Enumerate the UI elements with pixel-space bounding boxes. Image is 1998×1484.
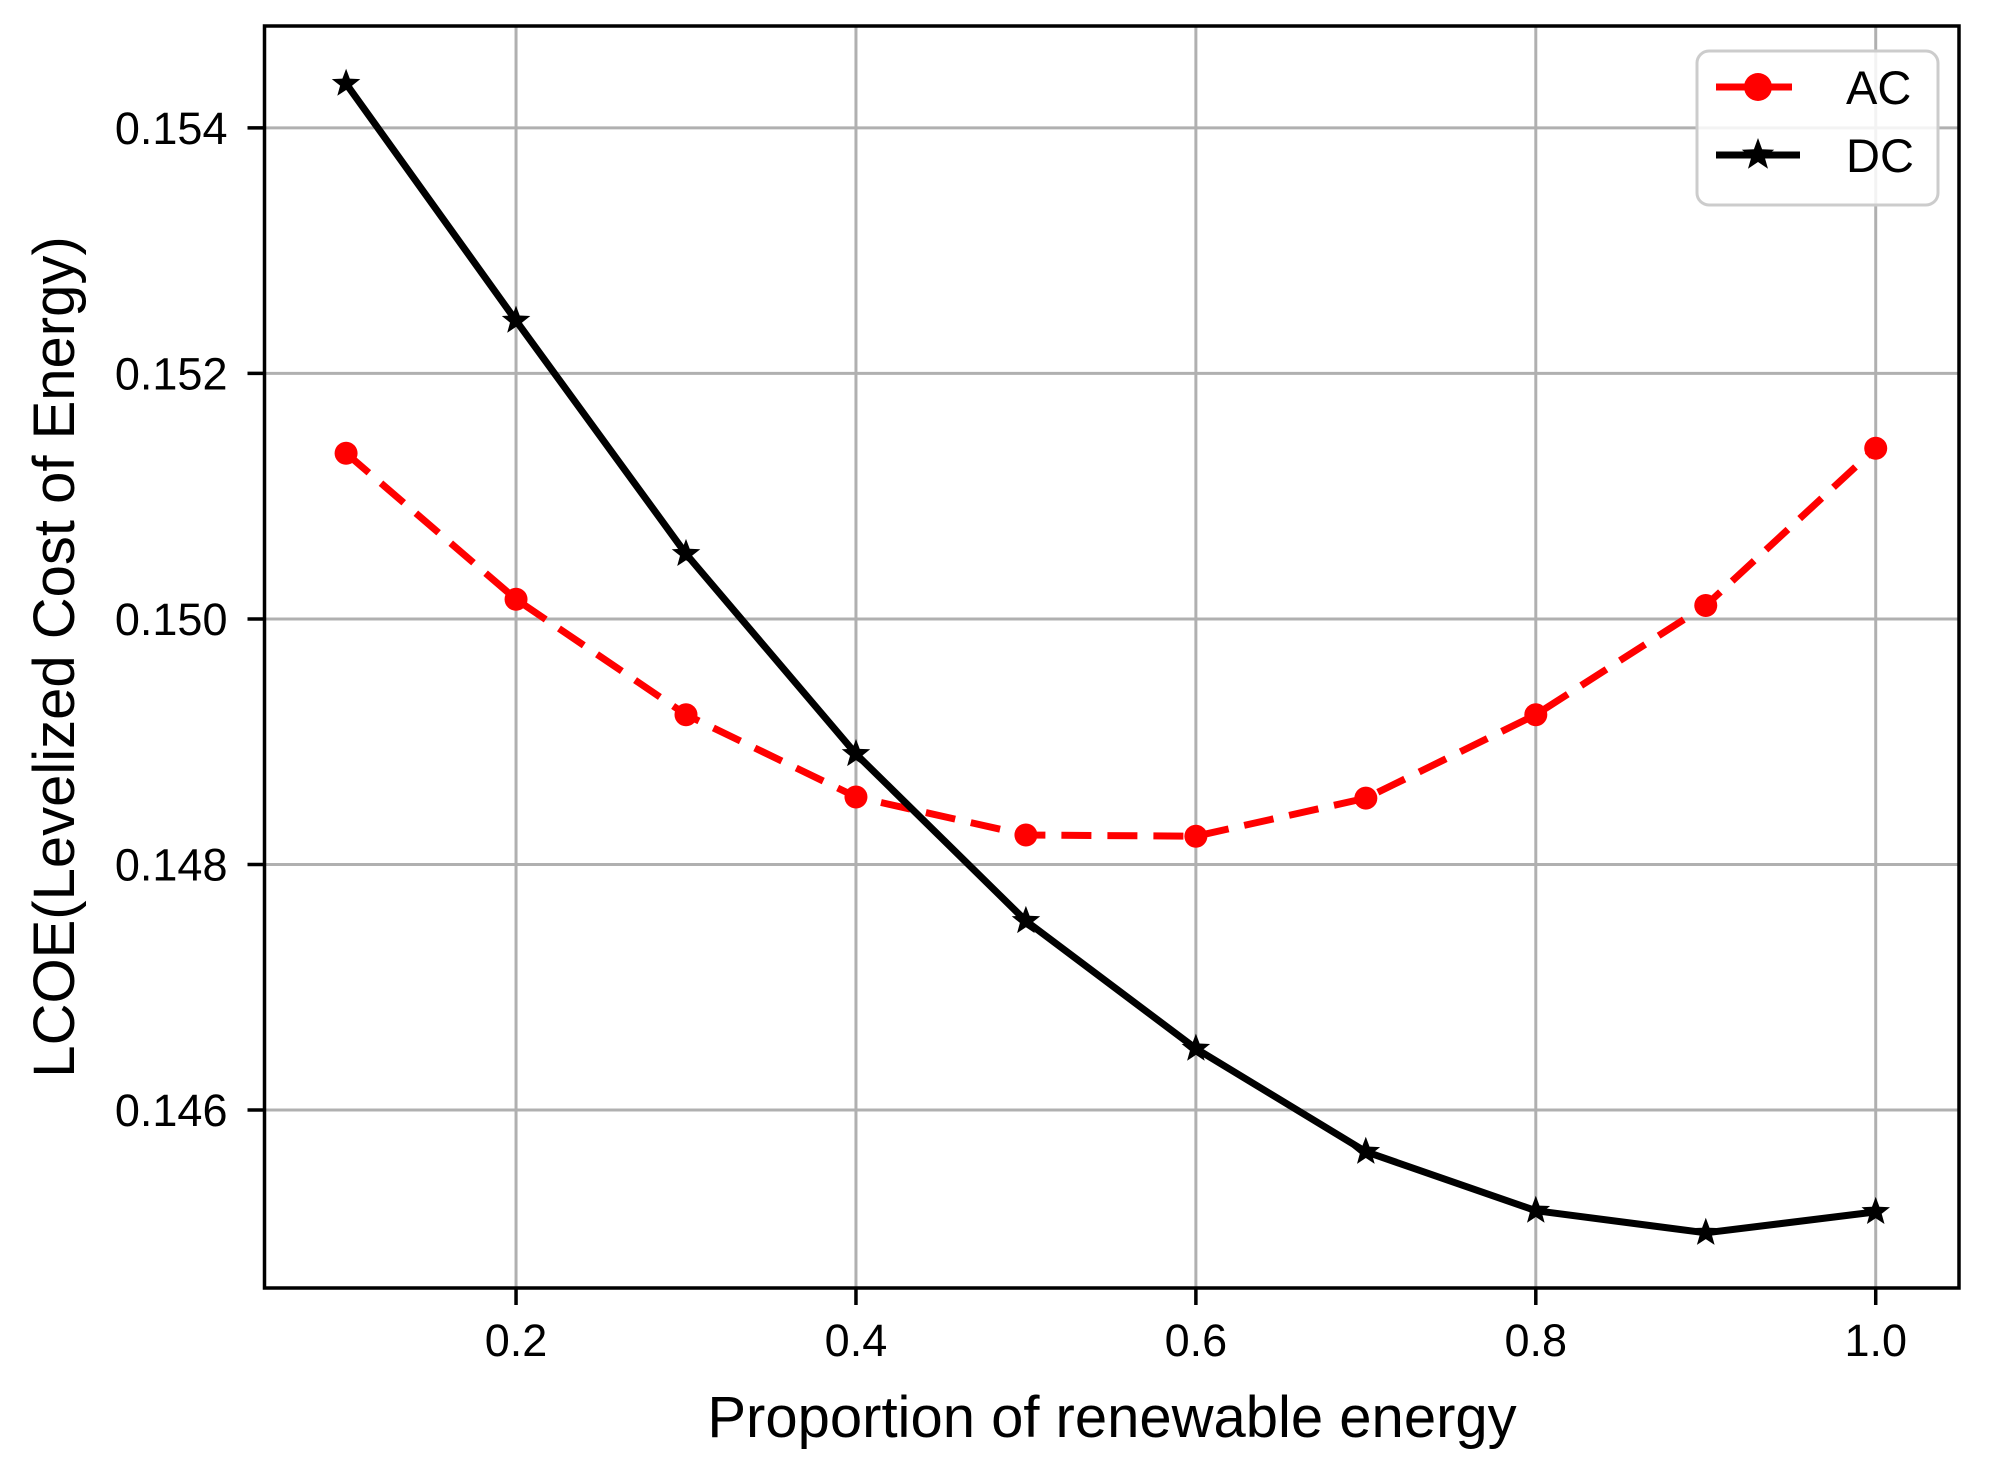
marker-star [1521,1195,1551,1223]
y-tick-label: 0.148 [115,839,228,890]
series-line [343,81,1877,1237]
marker-star [1011,905,1041,934]
plot-border [262,24,1961,1290]
marker-circle [844,785,868,809]
x-tick-label: 0.6 [1165,1315,1228,1366]
marker-circle [1184,824,1208,848]
y-axis-label: LCOE(Levelized Cost of Energy) [22,236,87,1077]
legend-samples [1716,73,1800,169]
data-series [331,68,1890,1245]
marker-circle [504,587,528,611]
marker-star [1861,1196,1890,1224]
marker-circle [1354,786,1378,810]
marker-circle [674,703,698,727]
marker-circle [1014,823,1038,847]
x-tick-label: 1.0 [1844,1315,1907,1366]
marker-circle [1694,593,1718,617]
marker-circle [334,441,358,465]
legend-label-ac: AC [1846,61,1911,114]
marker-star [1181,1033,1211,1061]
y-tick-label: 0.154 [115,103,228,154]
marker-star [1351,1136,1381,1164]
y-tick-label: 0.152 [115,348,228,399]
series-dc [331,68,1890,1245]
marker-star [841,739,871,767]
marker-star [1741,138,1775,169]
series-ac [334,436,1888,848]
x-tick-label: 0.8 [1505,1315,1568,1366]
marker-circle [1524,703,1548,727]
legend: AC DC [1695,49,1940,207]
tick-labels: 0.2 0.4 0.6 0.8 1.0 0.146 0.148 0.150 0.152 0.154 [115,103,1907,1366]
x-axis-label: Proportion of renewable energy [707,1385,1516,1450]
legend-label-dc: DC [1846,129,1914,182]
x-tick-label: 0.4 [825,1315,888,1366]
plot-spines [262,24,1961,1290]
marker-star [1691,1217,1720,1245]
marker-star [331,68,361,96]
y-tick-label: 0.146 [115,1085,228,1136]
marker-circle [1744,73,1772,101]
marker-star [671,538,701,566]
gridlines [264,26,1959,1288]
marker-star [501,305,531,333]
y-tick-label: 0.150 [115,594,228,645]
x-tick-label: 0.2 [485,1315,548,1366]
marker-circle [1864,436,1888,460]
axis-ticks [247,126,1878,1305]
series-line [343,445,1879,840]
